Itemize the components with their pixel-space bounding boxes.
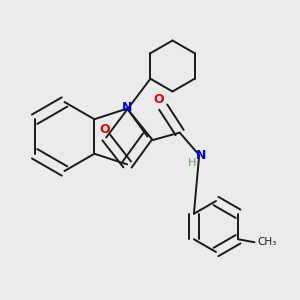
Text: H: H	[188, 158, 196, 169]
Text: O: O	[153, 93, 164, 106]
Text: N: N	[196, 148, 206, 162]
Text: O: O	[99, 122, 110, 136]
Text: N: N	[122, 100, 132, 114]
Text: CH₃: CH₃	[257, 237, 276, 247]
